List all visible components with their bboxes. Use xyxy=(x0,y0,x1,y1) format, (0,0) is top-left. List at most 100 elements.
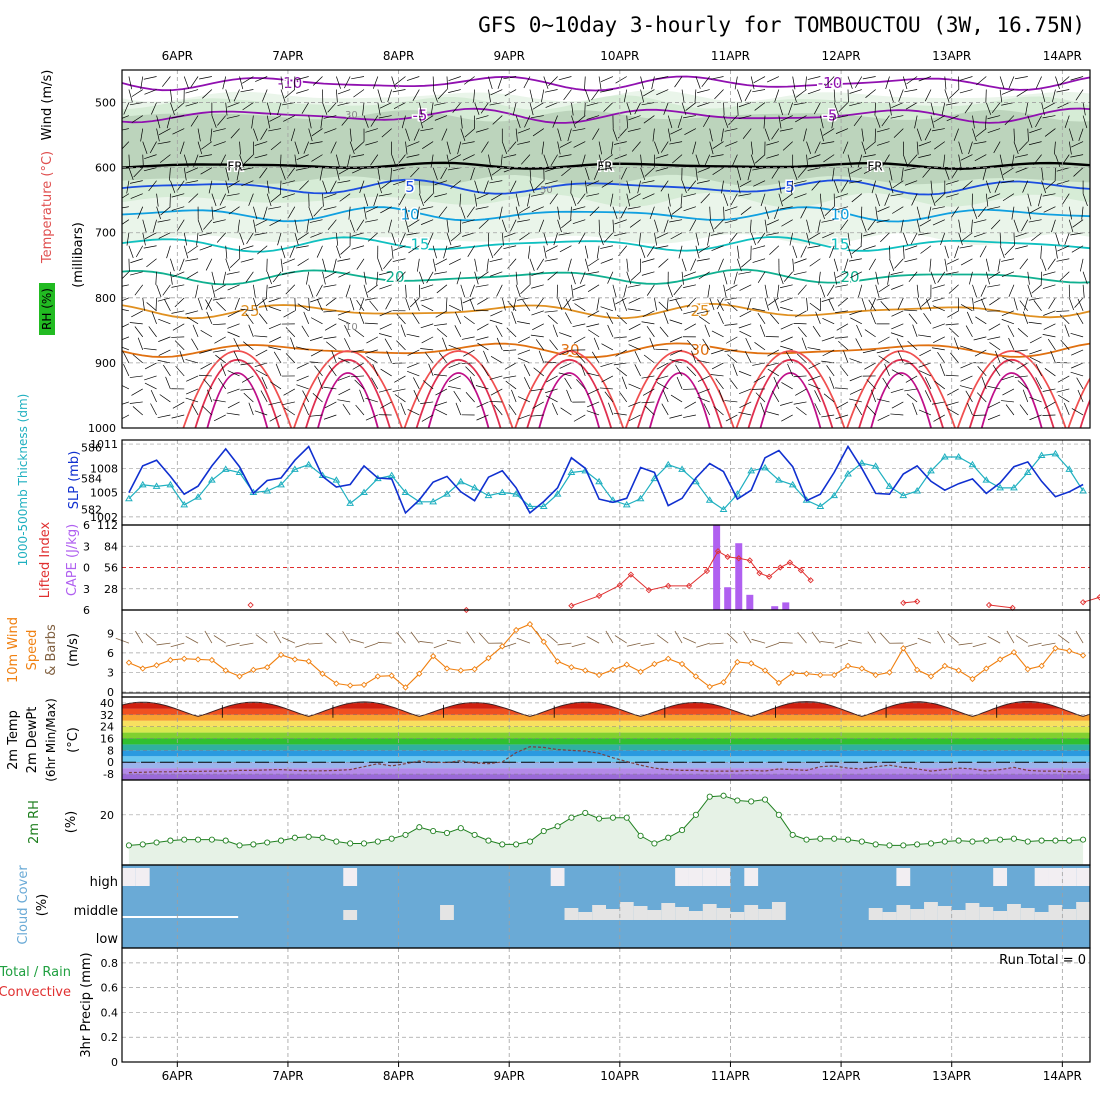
wind-barb xyxy=(282,271,295,275)
wind-barb xyxy=(682,636,697,644)
wind-barb xyxy=(394,375,406,383)
wind-speed-marker xyxy=(665,655,672,662)
wind-barb xyxy=(930,102,935,116)
wind-barb xyxy=(489,102,503,106)
wind-barb xyxy=(601,375,614,383)
rh-contour-label: 10 xyxy=(345,322,358,333)
wind-barb xyxy=(940,232,946,246)
wind-barb xyxy=(559,332,572,338)
wind-barb xyxy=(904,245,918,251)
wind-barb xyxy=(966,311,973,324)
wind-barb xyxy=(530,414,544,417)
temp-axis-label: 2m Temp xyxy=(6,710,21,770)
wind-barb xyxy=(654,141,660,154)
wind-barb xyxy=(195,284,199,298)
wind-barb xyxy=(646,284,655,296)
wind-barb xyxy=(943,154,946,168)
wind-barb xyxy=(129,401,143,404)
thickness-marker xyxy=(816,502,825,509)
wind-barb xyxy=(934,141,946,150)
wind-barb xyxy=(122,271,130,280)
wind-barb xyxy=(1014,349,1028,352)
cloud-high-gap xyxy=(135,868,150,886)
wind-barb xyxy=(253,128,259,141)
wind-barb xyxy=(483,350,489,364)
wind-barb xyxy=(861,141,867,155)
wind-barb xyxy=(672,154,683,164)
li-marker xyxy=(777,564,784,571)
wind-barb xyxy=(958,232,963,246)
wind-barb xyxy=(172,323,185,331)
wind-barb xyxy=(253,297,258,311)
wind-barb xyxy=(529,167,532,181)
wind-barb xyxy=(532,323,544,331)
wind-barb xyxy=(392,89,406,93)
wind-barb xyxy=(158,232,171,239)
wind-barb xyxy=(544,89,558,93)
wind-barb xyxy=(867,631,876,644)
wind-barb xyxy=(176,180,185,192)
wind-barb xyxy=(322,180,328,194)
wind-barb xyxy=(212,219,226,223)
wind-barb xyxy=(584,89,591,102)
wind-barb xyxy=(637,180,641,194)
wind-barb xyxy=(607,271,614,284)
date-tick-top: 14APR xyxy=(1043,49,1082,63)
wind-barb xyxy=(898,89,904,102)
wind-speed-marker xyxy=(595,671,603,679)
wind-barb xyxy=(753,76,766,84)
wind-barb xyxy=(509,180,517,193)
wind-barb xyxy=(807,76,821,80)
wind-barb xyxy=(974,349,987,357)
surface-isotherm-arch xyxy=(759,372,822,428)
wind-barb xyxy=(446,141,451,155)
wind-barb xyxy=(588,258,600,267)
wind-barb xyxy=(849,310,862,316)
wind-barb xyxy=(861,128,864,142)
wind-barb xyxy=(1001,271,1015,278)
temp-tick-label: 32 xyxy=(100,709,114,722)
wind-barb xyxy=(423,380,434,390)
wind-barb xyxy=(1071,408,1084,416)
temp-tick-label: 24 xyxy=(100,721,114,734)
wind-barb xyxy=(678,245,683,259)
wind-barb xyxy=(946,258,959,265)
panel-frame xyxy=(121,609,1091,698)
wind-barb xyxy=(122,414,130,420)
wind-barb xyxy=(405,206,409,220)
wind-barb xyxy=(559,141,572,148)
wind-speed-marker xyxy=(927,673,935,680)
wind-barb xyxy=(186,167,199,174)
wind-barb xyxy=(245,313,254,325)
wind-speed-marker xyxy=(803,670,810,677)
rh-marker xyxy=(250,841,257,848)
wind-barb xyxy=(586,271,600,275)
wind-barb xyxy=(710,374,724,377)
wind-barb xyxy=(958,141,963,155)
wind-barb xyxy=(739,284,752,291)
wind-barb xyxy=(695,76,701,89)
cape-tick-label: 84 xyxy=(104,540,118,553)
wind-barb xyxy=(1015,635,1028,644)
wind-barb xyxy=(739,180,752,188)
wind-barb xyxy=(503,154,517,158)
wind-barb xyxy=(851,193,863,203)
wind-barb xyxy=(1014,154,1028,158)
wind-barb xyxy=(186,271,199,279)
wind-barb xyxy=(165,376,171,390)
wind-barb xyxy=(146,302,157,312)
wind-barb xyxy=(268,346,282,351)
wind-barb xyxy=(1075,89,1084,101)
wind-barb xyxy=(137,206,144,219)
wind-barb xyxy=(453,390,462,403)
wind-barb xyxy=(460,128,466,142)
cloud-high-gap xyxy=(1062,868,1077,886)
wind-barb xyxy=(621,376,628,390)
panel-frame xyxy=(121,439,1091,526)
wind-speed-marker xyxy=(872,671,879,679)
wind-barb xyxy=(947,633,959,644)
wind-barb xyxy=(227,370,240,377)
wind-barb xyxy=(240,258,254,263)
wind-barb xyxy=(204,630,213,644)
wind-barb xyxy=(1031,284,1042,294)
